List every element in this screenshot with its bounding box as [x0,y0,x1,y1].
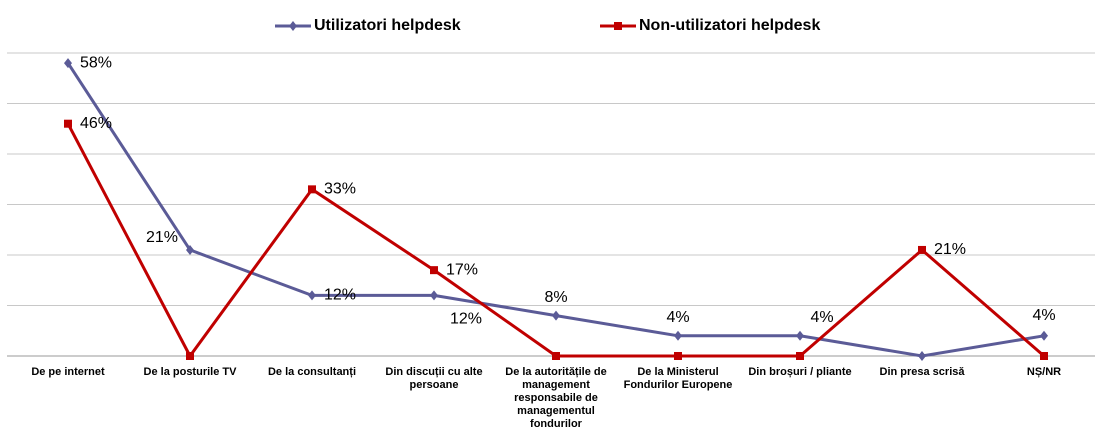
data-label: 8% [544,289,567,306]
marker [552,310,560,321]
x-tick-label: De la consultanți [267,366,357,378]
marker [308,290,316,301]
marker [186,352,194,360]
marker [796,352,804,360]
marker [1040,352,1048,360]
marker [64,119,72,128]
data-label: 17% [446,261,478,278]
data-label: 12% [450,311,482,328]
x-tick-label: Din presa scrisă [879,366,965,378]
marker [796,330,804,341]
marker [430,290,438,301]
marker [308,185,316,194]
x-tick-label: NȘ/NR [1026,366,1062,378]
data-label: 46% [80,115,112,132]
legend-label: Utilizatori helpdesk [314,17,461,34]
data-label: 21% [146,229,178,246]
data-label: 12% [324,287,356,304]
data-label: 4% [810,309,833,326]
marker [918,245,926,254]
x-tick-label: De la posturile TV [143,366,237,378]
marker [64,58,72,69]
marker [186,244,194,255]
data-label: 21% [934,241,966,258]
x-tick-label: De la Ministerul Fondurilor Europene [623,366,733,391]
data-label: 58% [80,54,112,71]
marker [674,330,682,341]
series-line [66,123,1045,359]
marker [918,351,926,361]
x-tick-label: Din broșuri / pliante [748,366,852,378]
marker [289,21,297,31]
data-label: 4% [666,309,689,326]
legend-label: Non-utilizatori helpdesk [639,17,820,34]
x-tick-label: De pe internet [31,366,105,378]
data-label: 4% [1032,307,1055,324]
marker [674,352,682,360]
marker [614,22,622,30]
x-tick-label: De la autoritățile de management respons… [505,366,607,430]
marker [552,352,560,360]
marker [430,266,438,275]
marker [1040,330,1048,341]
data-label: 33% [324,181,356,198]
x-tick-label: Din discuții cu alte persoane [385,366,483,391]
